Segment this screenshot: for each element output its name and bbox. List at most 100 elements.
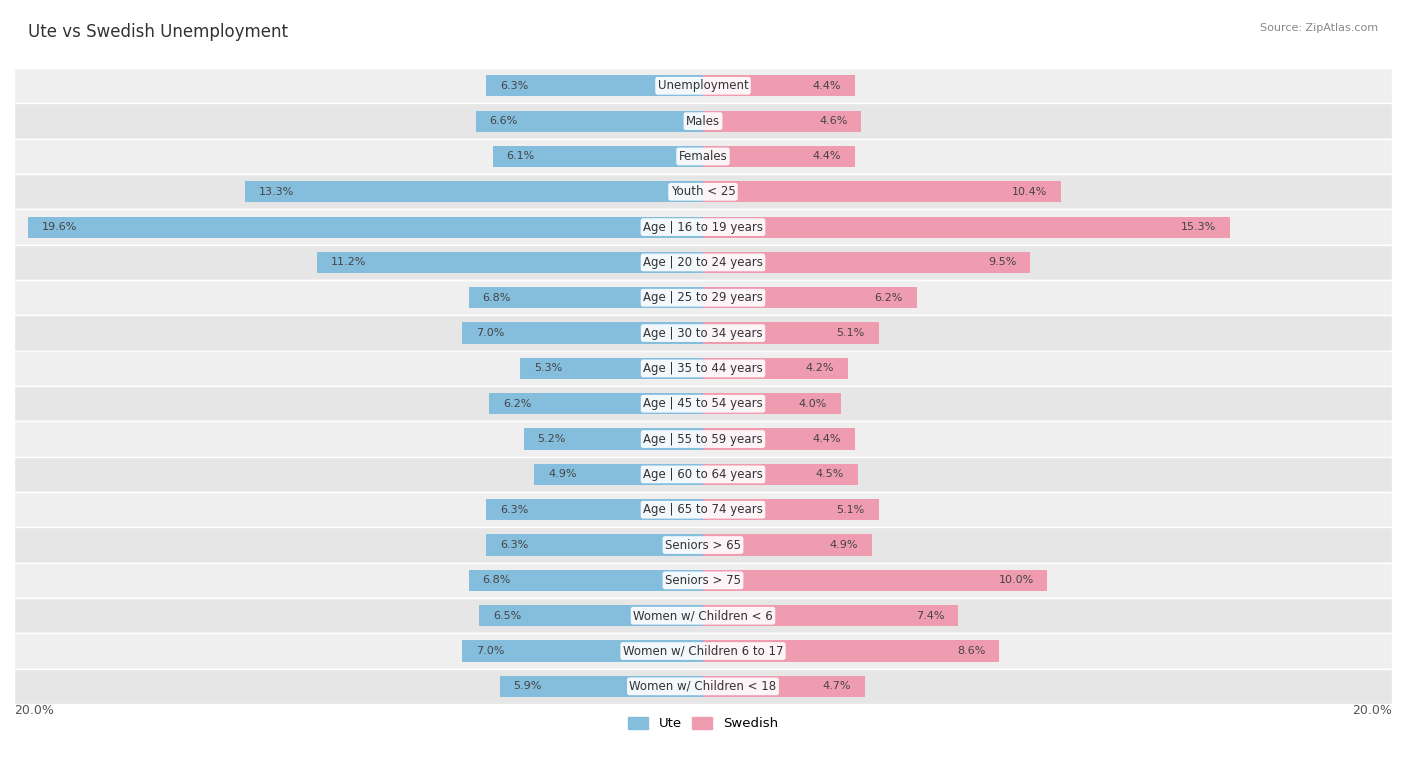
Text: 6.6%: 6.6% <box>489 116 517 126</box>
Bar <box>479 605 703 626</box>
Text: 6.2%: 6.2% <box>503 399 531 409</box>
Bar <box>703 287 917 308</box>
Text: 13.3%: 13.3% <box>259 187 294 197</box>
Text: 6.3%: 6.3% <box>499 505 529 515</box>
Text: Age | 25 to 29 years: Age | 25 to 29 years <box>643 291 763 304</box>
Text: 5.3%: 5.3% <box>534 363 562 373</box>
Bar <box>703 181 1062 202</box>
Text: Age | 30 to 34 years: Age | 30 to 34 years <box>643 326 763 340</box>
Text: 4.4%: 4.4% <box>813 434 841 444</box>
Bar <box>14 562 1392 598</box>
Bar <box>14 350 1392 386</box>
Bar <box>703 676 865 697</box>
Bar <box>475 111 703 132</box>
Text: Ute vs Swedish Unemployment: Ute vs Swedish Unemployment <box>28 23 288 41</box>
Bar <box>703 217 1230 238</box>
Text: 10.4%: 10.4% <box>1012 187 1047 197</box>
Bar <box>703 464 858 485</box>
Bar <box>14 598 1392 634</box>
Text: 4.0%: 4.0% <box>799 399 827 409</box>
Bar <box>28 217 703 238</box>
Bar <box>703 499 879 520</box>
Text: 6.3%: 6.3% <box>499 81 529 91</box>
Bar <box>14 456 1392 492</box>
Text: 7.0%: 7.0% <box>475 646 503 656</box>
Text: 4.2%: 4.2% <box>806 363 834 373</box>
Bar <box>703 393 841 414</box>
Bar <box>14 316 1392 350</box>
Bar <box>499 676 703 697</box>
Text: Age | 20 to 24 years: Age | 20 to 24 years <box>643 256 763 269</box>
Bar <box>14 668 1392 704</box>
Text: Unemployment: Unemployment <box>658 79 748 92</box>
Text: 20.0%: 20.0% <box>1353 704 1392 717</box>
Bar <box>494 146 703 167</box>
Bar <box>703 428 855 450</box>
Bar <box>14 492 1392 528</box>
Bar <box>703 111 862 132</box>
Text: 10.0%: 10.0% <box>998 575 1033 585</box>
Legend: Ute, Swedish: Ute, Swedish <box>623 712 783 736</box>
Bar <box>703 605 957 626</box>
Text: 6.1%: 6.1% <box>506 151 534 161</box>
Bar <box>520 358 703 379</box>
Bar <box>461 322 703 344</box>
Text: 4.7%: 4.7% <box>823 681 851 691</box>
Bar <box>14 104 1392 139</box>
Text: Seniors > 65: Seniors > 65 <box>665 538 741 552</box>
Bar <box>14 68 1392 104</box>
Bar <box>486 534 703 556</box>
Bar <box>703 640 1000 662</box>
Bar <box>703 252 1031 273</box>
Text: Age | 45 to 54 years: Age | 45 to 54 years <box>643 397 763 410</box>
Text: 4.9%: 4.9% <box>830 540 858 550</box>
Bar <box>461 640 703 662</box>
Text: Females: Females <box>679 150 727 163</box>
Bar <box>14 528 1392 562</box>
Text: 8.6%: 8.6% <box>957 646 986 656</box>
Text: Women w/ Children 6 to 17: Women w/ Children 6 to 17 <box>623 644 783 658</box>
Text: 6.5%: 6.5% <box>494 611 522 621</box>
Text: 4.5%: 4.5% <box>815 469 844 479</box>
Bar <box>703 570 1047 591</box>
Text: 4.9%: 4.9% <box>548 469 576 479</box>
Text: 5.2%: 5.2% <box>537 434 567 444</box>
Text: 9.5%: 9.5% <box>988 257 1017 267</box>
Bar <box>14 634 1392 668</box>
Bar <box>245 181 703 202</box>
Text: 19.6%: 19.6% <box>42 222 77 232</box>
Bar <box>318 252 703 273</box>
Text: 5.1%: 5.1% <box>837 328 865 338</box>
Bar <box>703 75 855 96</box>
Bar <box>14 280 1392 316</box>
Bar <box>524 428 703 450</box>
Text: 5.9%: 5.9% <box>513 681 541 691</box>
Text: 6.3%: 6.3% <box>499 540 529 550</box>
Text: 6.8%: 6.8% <box>482 293 510 303</box>
Bar <box>703 534 872 556</box>
Bar <box>14 139 1392 174</box>
Bar <box>486 75 703 96</box>
Bar <box>468 287 703 308</box>
Text: 6.2%: 6.2% <box>875 293 903 303</box>
Text: Age | 16 to 19 years: Age | 16 to 19 years <box>643 220 763 234</box>
Text: 5.1%: 5.1% <box>837 505 865 515</box>
Bar <box>14 245 1392 280</box>
Text: Age | 60 to 64 years: Age | 60 to 64 years <box>643 468 763 481</box>
Text: Age | 35 to 44 years: Age | 35 to 44 years <box>643 362 763 375</box>
Bar <box>486 499 703 520</box>
Text: Source: ZipAtlas.com: Source: ZipAtlas.com <box>1260 23 1378 33</box>
Text: 11.2%: 11.2% <box>330 257 367 267</box>
Text: Age | 55 to 59 years: Age | 55 to 59 years <box>643 432 763 446</box>
Text: Youth < 25: Youth < 25 <box>671 185 735 198</box>
Text: 4.4%: 4.4% <box>813 151 841 161</box>
Bar <box>14 210 1392 245</box>
Text: 6.8%: 6.8% <box>482 575 510 585</box>
Bar <box>703 146 855 167</box>
Text: Males: Males <box>686 114 720 128</box>
Bar <box>468 570 703 591</box>
Bar <box>489 393 703 414</box>
Text: 20.0%: 20.0% <box>14 704 53 717</box>
Bar <box>703 358 848 379</box>
Bar <box>14 422 1392 456</box>
